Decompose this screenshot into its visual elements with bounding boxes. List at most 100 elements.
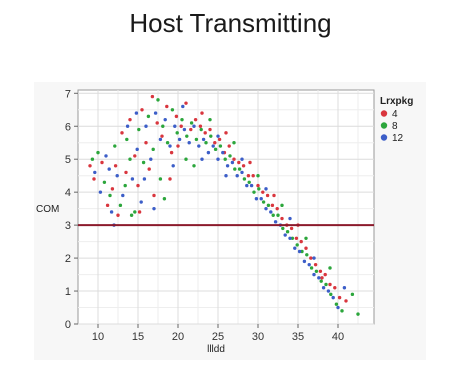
data-point-series-8 xyxy=(194,137,199,142)
data-point-series-8 xyxy=(129,213,134,217)
data-point-series-12 xyxy=(259,197,263,201)
data-point-series-4 xyxy=(213,141,217,145)
data-point-series-4 xyxy=(189,127,193,132)
data-point-series-12 xyxy=(130,177,135,181)
y-tick-label: 1 xyxy=(65,286,71,298)
x-tick-label: 20 xyxy=(172,331,184,343)
data-point-series-12 xyxy=(240,170,244,175)
data-point-series-12 xyxy=(312,272,316,277)
data-point-series-12 xyxy=(283,233,287,237)
data-point-series-4 xyxy=(323,272,327,277)
data-point-series-8 xyxy=(189,121,194,125)
data-point-series-12 xyxy=(240,157,244,161)
y-tick-label: 5 xyxy=(65,154,71,166)
data-point-series-12 xyxy=(225,164,230,168)
data-point-series-8 xyxy=(314,269,319,273)
data-point-series-12 xyxy=(206,150,211,155)
data-point-series-4 xyxy=(320,276,324,280)
data-point-series-4 xyxy=(152,193,156,198)
data-point-series-12 xyxy=(125,124,130,128)
data-point-series-12 xyxy=(173,124,177,128)
data-point-series-4 xyxy=(328,282,332,287)
data-point-series-4 xyxy=(248,160,252,165)
data-point-series-12 xyxy=(307,262,311,267)
data-point-series-12 xyxy=(104,154,108,158)
data-point-series-4 xyxy=(227,144,231,148)
data-point-series-12 xyxy=(302,259,307,264)
data-point-series-8 xyxy=(128,157,132,161)
data-point-series-4 xyxy=(309,256,313,260)
data-point-series-4 xyxy=(168,177,172,181)
data-point-series-4 xyxy=(232,157,236,161)
data-point-series-8 xyxy=(123,183,127,188)
data-point-series-4 xyxy=(265,193,270,198)
data-point-series-4 xyxy=(294,236,299,241)
data-point-series-4 xyxy=(251,173,255,178)
data-point-series-4 xyxy=(160,134,164,138)
data-point-series-12 xyxy=(201,137,206,142)
data-point-series-8 xyxy=(184,157,188,161)
data-point-series-12 xyxy=(115,173,119,178)
data-point-series-4 xyxy=(304,246,308,250)
data-point-series-12 xyxy=(216,157,220,161)
data-point-series-12 xyxy=(235,173,239,178)
data-point-series-8 xyxy=(242,177,247,181)
data-point-series-8 xyxy=(232,141,236,145)
y-tick-label: 4 xyxy=(65,187,71,199)
data-point-series-8 xyxy=(192,164,196,168)
data-point-series-4 xyxy=(140,108,144,112)
data-point-series-4 xyxy=(203,131,207,135)
data-point-series-8 xyxy=(170,108,175,112)
data-point-series-12 xyxy=(288,236,292,241)
data-point-series-4 xyxy=(193,117,198,122)
data-point-series-4 xyxy=(184,101,188,105)
data-point-series-12 xyxy=(107,167,111,171)
data-point-series-8 xyxy=(151,147,155,152)
legend-label: 4 xyxy=(392,109,398,120)
data-point-series-4 xyxy=(147,167,151,171)
data-point-series-8 xyxy=(162,197,167,201)
x-tick-label: 40 xyxy=(332,331,344,343)
data-point-series-4 xyxy=(333,286,337,290)
data-point-series-8 xyxy=(237,167,242,171)
y-axis-title: COM xyxy=(36,204,59,215)
data-point-series-12 xyxy=(187,141,191,145)
data-point-series-12 xyxy=(158,137,163,142)
data-point-series-4 xyxy=(299,239,303,244)
data-point-series-8 xyxy=(125,137,129,142)
data-point-series-8 xyxy=(118,203,123,208)
data-point-series-4 xyxy=(165,104,169,109)
x-axis-title: llldd xyxy=(207,344,225,355)
x-tick-label: 10 xyxy=(92,331,104,343)
data-point-series-4 xyxy=(169,150,174,155)
data-point-series-12 xyxy=(134,111,139,115)
data-point-series-12 xyxy=(331,295,335,300)
data-point-series-8 xyxy=(295,243,299,247)
data-point-series-12 xyxy=(224,173,228,178)
data-point-series-4 xyxy=(313,262,318,267)
data-point-series-4 xyxy=(337,295,342,300)
data-point-series-4 xyxy=(200,111,204,115)
data-point-series-4 xyxy=(144,141,148,145)
data-point-series-8 xyxy=(90,157,95,161)
data-point-series-4 xyxy=(176,144,180,148)
data-point-series-4 xyxy=(133,154,137,158)
legend-title: Lrxpkg xyxy=(380,96,413,107)
data-point-series-12 xyxy=(200,157,204,161)
data-point-series-12 xyxy=(177,137,182,142)
data-point-series-4 xyxy=(275,206,279,211)
data-point-series-8 xyxy=(266,203,271,208)
data-point-series-8 xyxy=(252,190,256,194)
data-point-series-8 xyxy=(300,249,304,254)
data-point-series-4 xyxy=(224,131,228,135)
data-point-series-8 xyxy=(141,160,146,165)
data-point-series-8 xyxy=(334,302,339,306)
chart-panel: 10 15 20 25 30 35 40 0 1 2 3 4 5 6 7 llldd COM Lrxpkg 4 8 12 xyxy=(34,82,426,360)
page-title: Host Transmitting xyxy=(129,8,332,38)
data-point-series-8 xyxy=(175,131,179,135)
data-point-series-4 xyxy=(217,137,222,142)
data-point-series-12 xyxy=(264,206,268,211)
data-point-series-12 xyxy=(312,256,316,260)
